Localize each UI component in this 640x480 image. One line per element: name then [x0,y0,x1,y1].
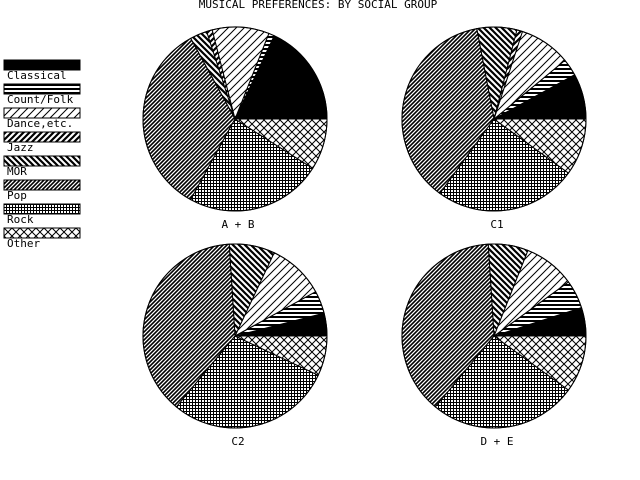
pie-a-b: A + B [142,26,328,231]
legend-label-pop: Pop [7,189,27,202]
legend-swatch-dance-etc [3,107,81,119]
legend-swatch-jazz [3,131,81,143]
pie-c1: C1 [401,26,587,231]
pie-outline [401,26,587,212]
legend-swatch-rock [3,203,81,215]
pie-outline [401,243,587,429]
legend-label-rock: Rock [7,213,34,226]
pie-label-d-e: D + E [480,435,513,448]
legend: Classical Count/Folk Dance,etc. Jazz MOR Pop R… [3,59,81,250]
legend-swatch-other [3,227,81,239]
legend-label-dance-etc: Dance,etc. [7,117,73,130]
pie-group: A + B C1 C2 D + E [142,26,587,448]
legend-label-count-folk: Count/Folk [7,93,74,106]
legend-label-other: Other [7,237,40,250]
pie-label-c2: C2 [231,435,244,448]
pie-label-c1: C1 [490,218,503,231]
chart-title: MUSICAL PREFERENCES: BY SOCIAL GROUP [199,0,438,11]
legend-swatch-count-folk [3,83,81,95]
pie-label-a-b: A + B [221,218,254,231]
legend-label-classical: Classical [7,69,67,82]
pie-d-e: D + E [401,243,587,448]
legend-swatch-mor [3,155,81,167]
pie-outline [142,243,328,429]
pie-outline [142,26,328,212]
legend-label-jazz: Jazz [7,141,34,154]
legend-swatch-pop [3,179,81,191]
pie-c2: C2 [142,243,328,448]
legend-swatch-classical [3,59,81,71]
legend-label-mor: MOR [7,165,27,178]
